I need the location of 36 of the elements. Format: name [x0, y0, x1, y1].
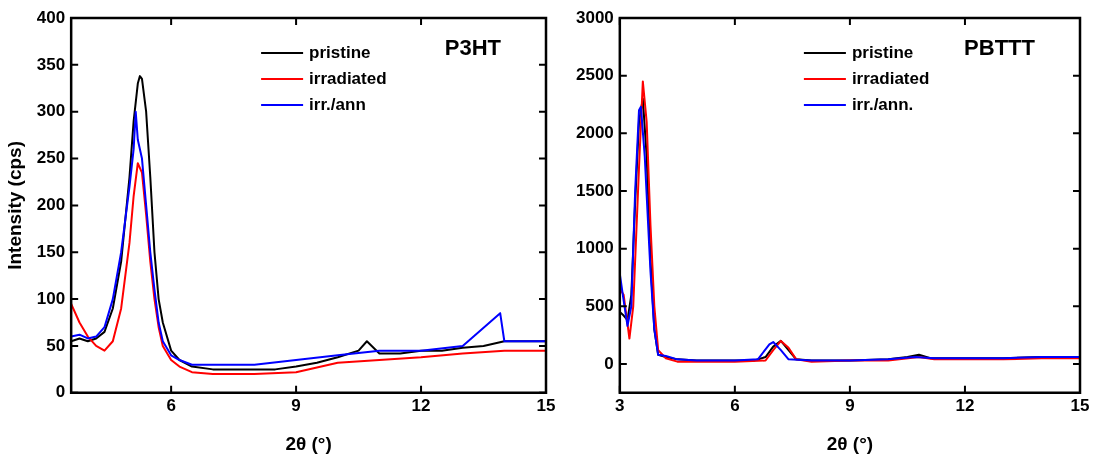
y-tick-label: 2500: [575, 65, 614, 85]
text: P3HT: [444, 35, 502, 61]
y-tick-label: 2000: [575, 123, 614, 143]
legend-label: pristine: [851, 42, 914, 62]
x-tick-label: 3: [615, 395, 625, 415]
y-tick-label: 1000: [575, 238, 614, 258]
y-tick-label: 0: [55, 382, 66, 402]
y-tick-label: 3000: [575, 7, 614, 27]
legend-label: pristine: [309, 42, 371, 62]
x-tick-label: 15: [536, 395, 556, 415]
legend-label: irr./ann.: [851, 94, 914, 114]
y-tick-label: 250: [36, 148, 66, 168]
legend-label: irradiated: [309, 68, 387, 88]
x-tick-label: 12: [411, 395, 431, 415]
x-tick-label: 9: [845, 395, 855, 415]
x-tick-label: 6: [166, 395, 176, 415]
y-tick-label: 150: [36, 241, 66, 261]
y-tick-label: 0: [604, 353, 614, 373]
x-tick-label: 9: [291, 395, 301, 415]
x-tick-label: 15: [1070, 395, 1090, 415]
y-tick-label: 1500: [575, 180, 614, 200]
y-tick-label: 400: [36, 7, 66, 27]
x-axis-title: 2θ (°): [826, 432, 874, 454]
legend-label: irr./ann: [309, 94, 366, 114]
y-tick-label: 200: [36, 195, 66, 215]
y-tick-label: 350: [36, 54, 66, 74]
y-tick-label: 100: [36, 288, 66, 308]
x-tick-label: 12: [955, 395, 975, 415]
text: PBTTT: [964, 35, 1036, 61]
y-axis-title: Intensity (cps): [3, 140, 25, 270]
y-tick-label: 500: [585, 296, 614, 315]
x-axis-title: 2θ (°): [285, 432, 332, 454]
legend-label: irradiated: [851, 68, 930, 88]
x-tick-label: 6: [730, 395, 740, 415]
y-tick-label: 300: [36, 101, 66, 121]
y-tick-label: 50: [46, 335, 66, 355]
